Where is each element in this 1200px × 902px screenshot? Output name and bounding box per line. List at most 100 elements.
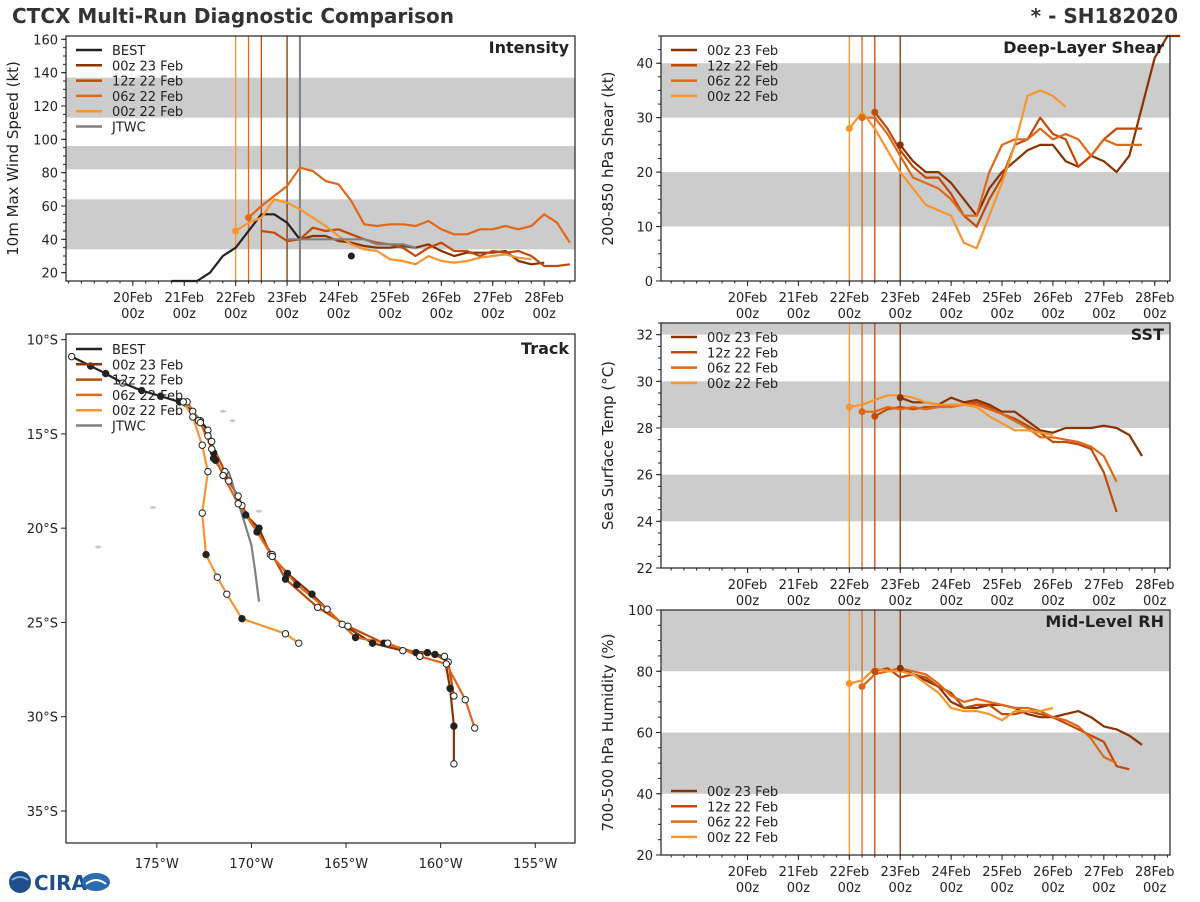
- band-0: [661, 172, 1170, 227]
- track-point: [323, 605, 331, 613]
- x-tick-label: 24Feb: [931, 865, 971, 880]
- series-line-00z-22-feb: [849, 667, 1054, 722]
- init-marker: [858, 683, 866, 691]
- x-tick-label: 160°W: [419, 857, 463, 872]
- legend-label: JTWC: [111, 121, 146, 136]
- band-0: [661, 474, 1170, 522]
- track-point: [383, 639, 392, 647]
- x-tick-label: 21Feb: [779, 578, 819, 593]
- y-tick-label: 40: [636, 788, 653, 803]
- legend-label: 06z 22 Feb: [112, 389, 183, 404]
- track-point: [209, 454, 218, 463]
- x-tick-label: 23Feb: [880, 865, 920, 880]
- cira-logo-text: CIRA: [34, 871, 88, 895]
- x-tick-label: 00z: [889, 594, 913, 609]
- x-tick-label: 22Feb: [830, 578, 870, 593]
- x-tick-label: 21Feb: [779, 291, 819, 306]
- track-point: [440, 652, 449, 661]
- init-marker: [896, 141, 904, 149]
- x-tick-label: 26Feb: [1033, 291, 1073, 306]
- x-tick-label: 165°W: [324, 857, 368, 872]
- y-tick-label: 20: [636, 166, 653, 181]
- panel-title: Deep-Layer Shear: [1003, 38, 1164, 57]
- legend-label: 00z 23 Feb: [707, 785, 778, 800]
- band-1: [661, 381, 1170, 428]
- series-line-00z-22-feb: [849, 394, 1054, 437]
- y-tick-label: 20°S: [27, 522, 58, 537]
- y-tick-label: 80: [41, 167, 58, 182]
- track-point: [368, 639, 377, 647]
- x-tick-label: 00z: [1092, 881, 1116, 896]
- track-point: [450, 722, 458, 730]
- x-tick-label: 21Feb: [164, 291, 204, 306]
- x-tick-label: 00z: [889, 881, 913, 896]
- track-point: [156, 392, 165, 400]
- legend-label: 00z 22 Feb: [707, 90, 778, 105]
- y-axis-label: 700-500 hPa Humidity (%): [599, 633, 617, 831]
- x-tick-label: 00z: [736, 307, 760, 322]
- x-tick-label: 00z: [939, 881, 963, 896]
- track-point: [399, 647, 407, 655]
- x-tick-label: 22Feb: [216, 291, 256, 306]
- panel-sst: 22242628303220Feb00z21Feb00z22Feb00z23Fe…: [599, 322, 1175, 609]
- track-point: [423, 648, 432, 657]
- x-tick-label: 00z: [787, 881, 811, 896]
- track-point: [219, 471, 227, 480]
- x-tick-label: 00z: [1143, 307, 1167, 322]
- band-0: [66, 199, 575, 250]
- panel-rh: 2040608010020Feb00z21Feb00z22Feb00z23Feb…: [599, 604, 1175, 896]
- x-tick-label: 28Feb: [1135, 578, 1175, 593]
- x-tick-label: 23Feb: [880, 578, 920, 593]
- x-tick-label: 00z: [889, 307, 913, 322]
- init-marker: [871, 667, 879, 675]
- series-line-12z-22-feb: [261, 226, 571, 268]
- init-marker: [845, 680, 853, 687]
- track-point: [295, 639, 303, 647]
- legend-label: 12z 22 Feb: [112, 374, 183, 389]
- track-point: [196, 418, 205, 427]
- x-tick-label: 00z: [275, 307, 299, 322]
- init-marker: [845, 125, 853, 133]
- x-tick-label: 28Feb: [524, 291, 564, 306]
- series-line-00z-23-feb: [899, 34, 1181, 217]
- x-tick-label: 00z: [481, 307, 505, 322]
- x-tick-label: 00z: [787, 594, 811, 609]
- x-tick-label: 27Feb: [1084, 865, 1124, 880]
- track-point: [351, 633, 360, 642]
- init-marker: [896, 664, 904, 672]
- y-tick-label: 140: [33, 67, 58, 82]
- x-tick-label: 20Feb: [728, 578, 768, 593]
- track-line-06z-22-feb: [186, 401, 476, 729]
- x-tick-label: 00z: [378, 307, 402, 322]
- series-line-06z-22-feb: [862, 403, 1118, 483]
- x-tick-label: 00z: [939, 307, 963, 322]
- track-point: [446, 684, 454, 693]
- panel-title: Mid-Level RH: [1045, 612, 1164, 631]
- track-point: [234, 499, 242, 508]
- legend-label: 00z 22 Feb: [112, 404, 183, 419]
- x-tick-label: 00z: [430, 307, 454, 322]
- x-tick-label: 23Feb: [267, 291, 307, 306]
- series-line-jtwc: [287, 238, 416, 249]
- series-line-06z-22-feb: [861, 667, 1118, 765]
- legend-label: 12z 22 Feb: [112, 75, 183, 90]
- track-point: [198, 509, 206, 517]
- x-tick-label: 00z: [1092, 594, 1116, 609]
- init-marker: [347, 252, 355, 260]
- y-tick-label: 20: [636, 849, 653, 864]
- legend-label: JTWC: [111, 420, 146, 435]
- band-1: [661, 610, 1170, 672]
- x-tick-label: 22Feb: [830, 291, 870, 306]
- x-tick-label: 00z: [224, 307, 248, 322]
- x-tick-label: 20Feb: [728, 865, 768, 880]
- legend-label: 00z 23 Feb: [112, 358, 183, 373]
- track-point: [281, 630, 290, 638]
- island-shape: [229, 419, 236, 423]
- init-marker: [871, 108, 879, 116]
- init-marker: [896, 394, 904, 402]
- y-tick-label: 60: [636, 727, 653, 742]
- track-point: [313, 603, 322, 612]
- track-point: [213, 573, 222, 581]
- series-line-06z-22-feb: [247, 166, 571, 244]
- track-point: [225, 477, 233, 485]
